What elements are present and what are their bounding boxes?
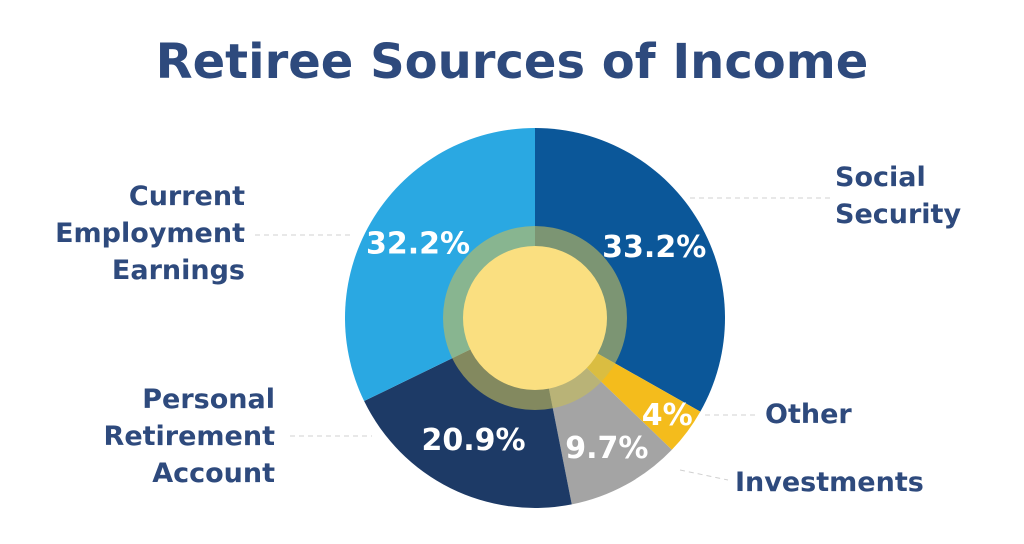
- value-label: 33.2%: [602, 230, 706, 265]
- value-label: 4%: [642, 398, 693, 433]
- category-label: Social Security: [835, 162, 962, 230]
- chart-title: Retiree Sources of Income: [156, 34, 869, 90]
- center-circle: [463, 246, 607, 390]
- leader-line: [679, 469, 729, 481]
- category-label: Current Employment Earnings: [55, 181, 245, 286]
- category-label: Personal Retirement Account: [103, 384, 275, 489]
- value-label: 9.7%: [565, 431, 648, 466]
- value-labels: 33.2% 4%9.7% 20.9% 32.2%: [366, 226, 706, 466]
- value-label: 20.9%: [421, 423, 525, 458]
- category-label: Other: [765, 399, 852, 430]
- value-label: 32.2%: [366, 226, 470, 261]
- category-label: Investments: [735, 467, 924, 498]
